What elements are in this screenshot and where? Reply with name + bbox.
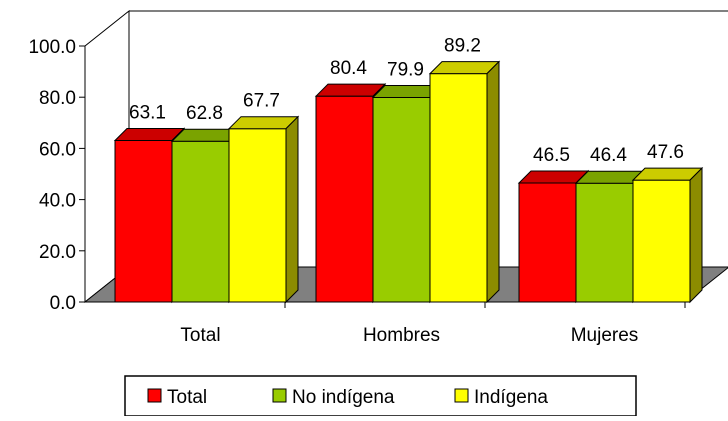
bar-side — [486, 60, 500, 304]
data-label: 89.2 — [444, 36, 481, 57]
bar-front — [372, 96, 431, 303]
y-tick-label: 80.0 — [39, 88, 76, 109]
bar-side — [285, 115, 299, 304]
bar-total-2 — [227, 115, 300, 304]
legend-swatch — [147, 388, 162, 403]
bar-front — [518, 182, 577, 303]
data-label: 63.1 — [129, 102, 166, 123]
data-label: 79.9 — [387, 59, 424, 80]
x-category-label: Mujeres — [571, 325, 639, 346]
bar-front — [315, 95, 374, 303]
bar-front — [171, 140, 230, 303]
bar-front — [632, 179, 691, 303]
legend-label: Indígena — [474, 387, 548, 408]
y-tick-label: 0.0 — [50, 293, 76, 314]
y-tick-label: 60.0 — [39, 139, 76, 160]
y-tick-label: 100.0 — [28, 37, 76, 58]
legend-swatch — [272, 388, 287, 403]
legend-box — [124, 375, 637, 417]
bar-mujeres-2 — [631, 166, 704, 304]
legend-label: Total — [167, 387, 207, 408]
bar-hombres-2 — [428, 60, 501, 304]
bar-front — [575, 182, 634, 303]
bar-front — [114, 139, 173, 303]
bar-front — [228, 128, 287, 303]
y-tick-label: 20.0 — [39, 242, 76, 263]
data-label: 46.4 — [590, 145, 627, 166]
legend-swatch — [454, 388, 469, 403]
x-category-label: Total — [180, 325, 220, 346]
data-label: 67.7 — [243, 91, 280, 112]
y-tick-label: 40.0 — [39, 191, 76, 212]
x-category-label: Hombres — [363, 325, 440, 346]
data-label: 80.4 — [330, 58, 367, 79]
bar-front — [429, 73, 488, 303]
data-label: 47.6 — [647, 142, 684, 163]
legend-label: No indígena — [292, 387, 395, 408]
data-label: 62.8 — [186, 103, 223, 124]
bar-side — [689, 166, 703, 304]
data-label: 46.5 — [533, 145, 570, 166]
